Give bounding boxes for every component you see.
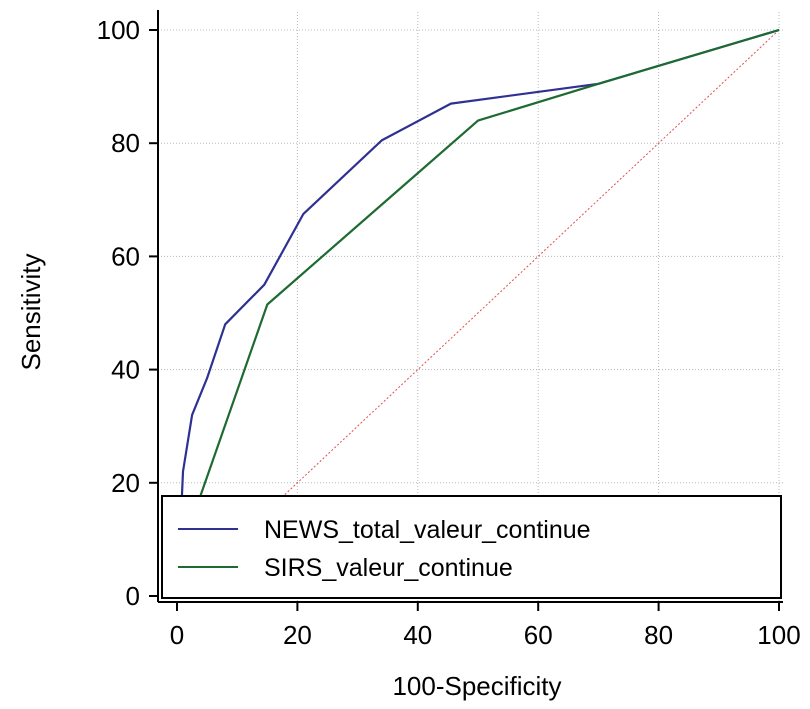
x-axis-title: 100-Specificity: [392, 671, 561, 701]
x-tick-label-20: 20: [283, 620, 312, 650]
x-tick-label-40: 40: [403, 620, 432, 650]
x-tick-label-80: 80: [644, 620, 673, 650]
y-tick-label-40: 40: [111, 355, 140, 385]
legend-label-news: NEWS_total_valeur_continue: [264, 516, 591, 544]
axes: [157, 10, 783, 603]
y-tick-label-0: 0: [126, 581, 140, 611]
y-tick-label-60: 60: [111, 241, 140, 271]
y-tick-label-100: 100: [97, 15, 140, 45]
y-axis-title: Sensitivity: [16, 253, 46, 370]
series-line-0: [175, 28, 780, 597]
y-tick-label-80: 80: [111, 128, 140, 158]
grid: [158, 12, 783, 602]
legend-box: [161, 495, 782, 599]
ticks: 0 20 40 60 80 100 0 20 40 60 80 100: [97, 15, 801, 650]
x-tick-label-60: 60: [524, 620, 553, 650]
x-tick-label-0: 0: [170, 620, 184, 650]
x-tick-label-100: 100: [757, 620, 800, 650]
legend-label-sirs: SIRS_valeur_continue: [264, 554, 513, 582]
y-tick-label-20: 20: [111, 468, 140, 498]
legend: NEWS_total_valeur_continue SIRS_valeur_c…: [161, 495, 782, 599]
